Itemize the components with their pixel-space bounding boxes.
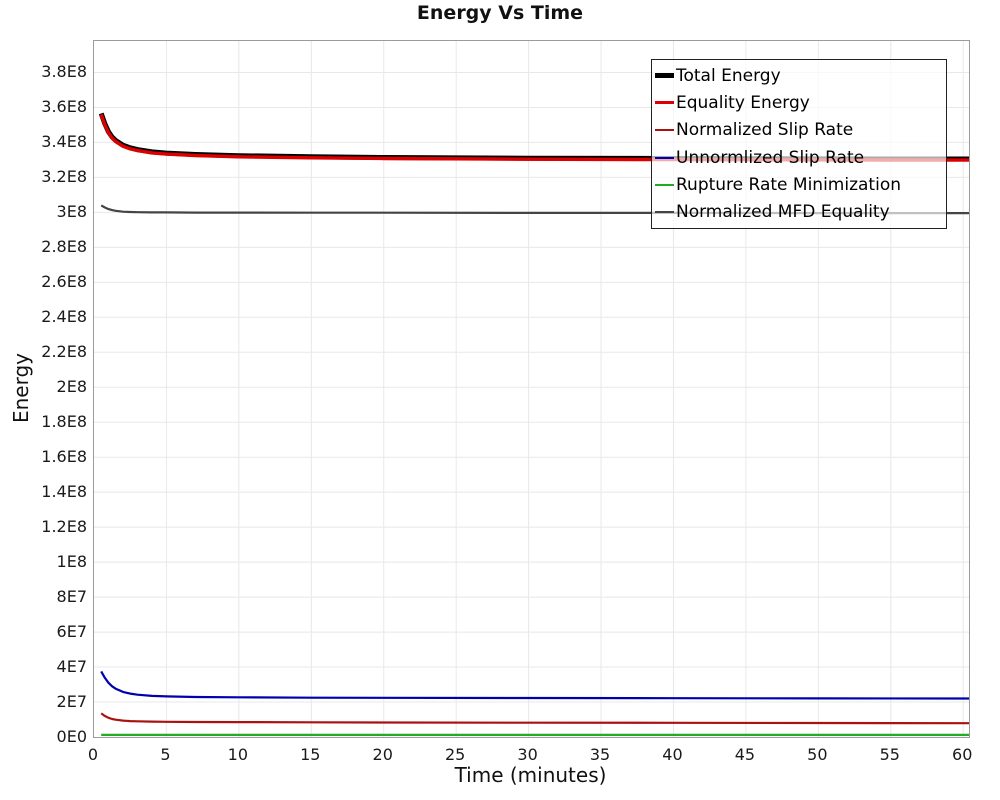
x-tick-label: 25	[444, 745, 466, 764]
y-tick-label: 2E7	[56, 691, 87, 711]
legend-line-sample	[655, 183, 674, 186]
legend-line-sample	[655, 211, 674, 214]
x-tick-label: 50	[807, 745, 828, 764]
legend-entry: Normalized Slip Rate	[655, 117, 946, 143]
x-tick-label: 10	[227, 745, 249, 764]
y-tick-label: 1.6E8	[41, 446, 87, 466]
y-tick-label: 3.4E8	[41, 131, 87, 151]
y-tick-label: 1.8E8	[41, 411, 87, 431]
x-tick-label: 35	[589, 745, 611, 764]
x-tick-label: 5	[160, 745, 171, 764]
x-tick-label: 40	[662, 745, 683, 764]
legend-line-sample	[655, 101, 674, 105]
legend-entry: Normalized MFD Equality	[655, 199, 946, 225]
legend-entry: Unnormlized Slip Rate	[655, 145, 946, 171]
y-tick-label: 3.6E8	[41, 96, 87, 116]
legend-entry: Equality Energy	[655, 90, 946, 116]
legend-line-sample	[655, 156, 674, 159]
y-tick-label: 2.4E8	[41, 306, 87, 326]
y-tick-label: 0E0	[56, 726, 87, 746]
y-tick-label: 2.6E8	[41, 271, 87, 291]
chart-title: Energy Vs Time	[416, 2, 584, 24]
x-tick-label: 55	[879, 745, 900, 764]
legend-label: Normalized Slip Rate	[676, 120, 854, 141]
y-tick-label: 3.2E8	[41, 166, 87, 186]
legend-label: Equality Energy	[676, 92, 810, 113]
y-tick-label: 4E7	[56, 656, 87, 676]
legend-box: Total Energy Equality Energy Normalized Sl…	[651, 59, 947, 229]
y-tick-label: 2.8E8	[41, 236, 87, 256]
legend-entry: Rupture Rate Minimization	[655, 172, 946, 198]
x-tick-label: 15	[300, 745, 321, 764]
legend-label: Total Energy	[676, 65, 781, 86]
y-tick-label: 1E8	[56, 551, 87, 571]
y-tick-label: 1.4E8	[41, 481, 87, 501]
x-tick-label: 45	[734, 745, 756, 764]
y-tick-label: 6E7	[56, 621, 87, 641]
legend-line-sample	[655, 129, 674, 132]
series-line	[100, 670, 969, 700]
y-tick-label: 2.2E8	[41, 341, 87, 361]
x-tick-label: 60	[952, 745, 973, 764]
y-tick-label: 1.2E8	[41, 516, 87, 536]
legend-label: Unnormlized Slip Rate	[676, 147, 865, 168]
plot-area: Total Energy Equality Energy Normalized Sl…	[93, 40, 970, 738]
x-tick-label: 30	[517, 745, 538, 764]
y-tick-label: 2E8	[56, 376, 87, 396]
x-tick-label: 20	[372, 745, 393, 764]
legend-line-sample	[655, 73, 674, 79]
y-tick-label: 3E8	[56, 201, 87, 221]
y-tick-label: 8E7	[56, 586, 87, 606]
x-tick-label: 0	[87, 745, 99, 764]
x-axis-label: Time (minutes)	[454, 763, 607, 787]
legend-entry: Total Energy	[655, 63, 946, 89]
y-tick-label: 3.8E8	[41, 61, 87, 81]
legend-label: Rupture Rate Minimization	[676, 174, 901, 195]
series-line	[100, 712, 969, 725]
legend-label: Normalized MFD Equality	[676, 202, 890, 223]
